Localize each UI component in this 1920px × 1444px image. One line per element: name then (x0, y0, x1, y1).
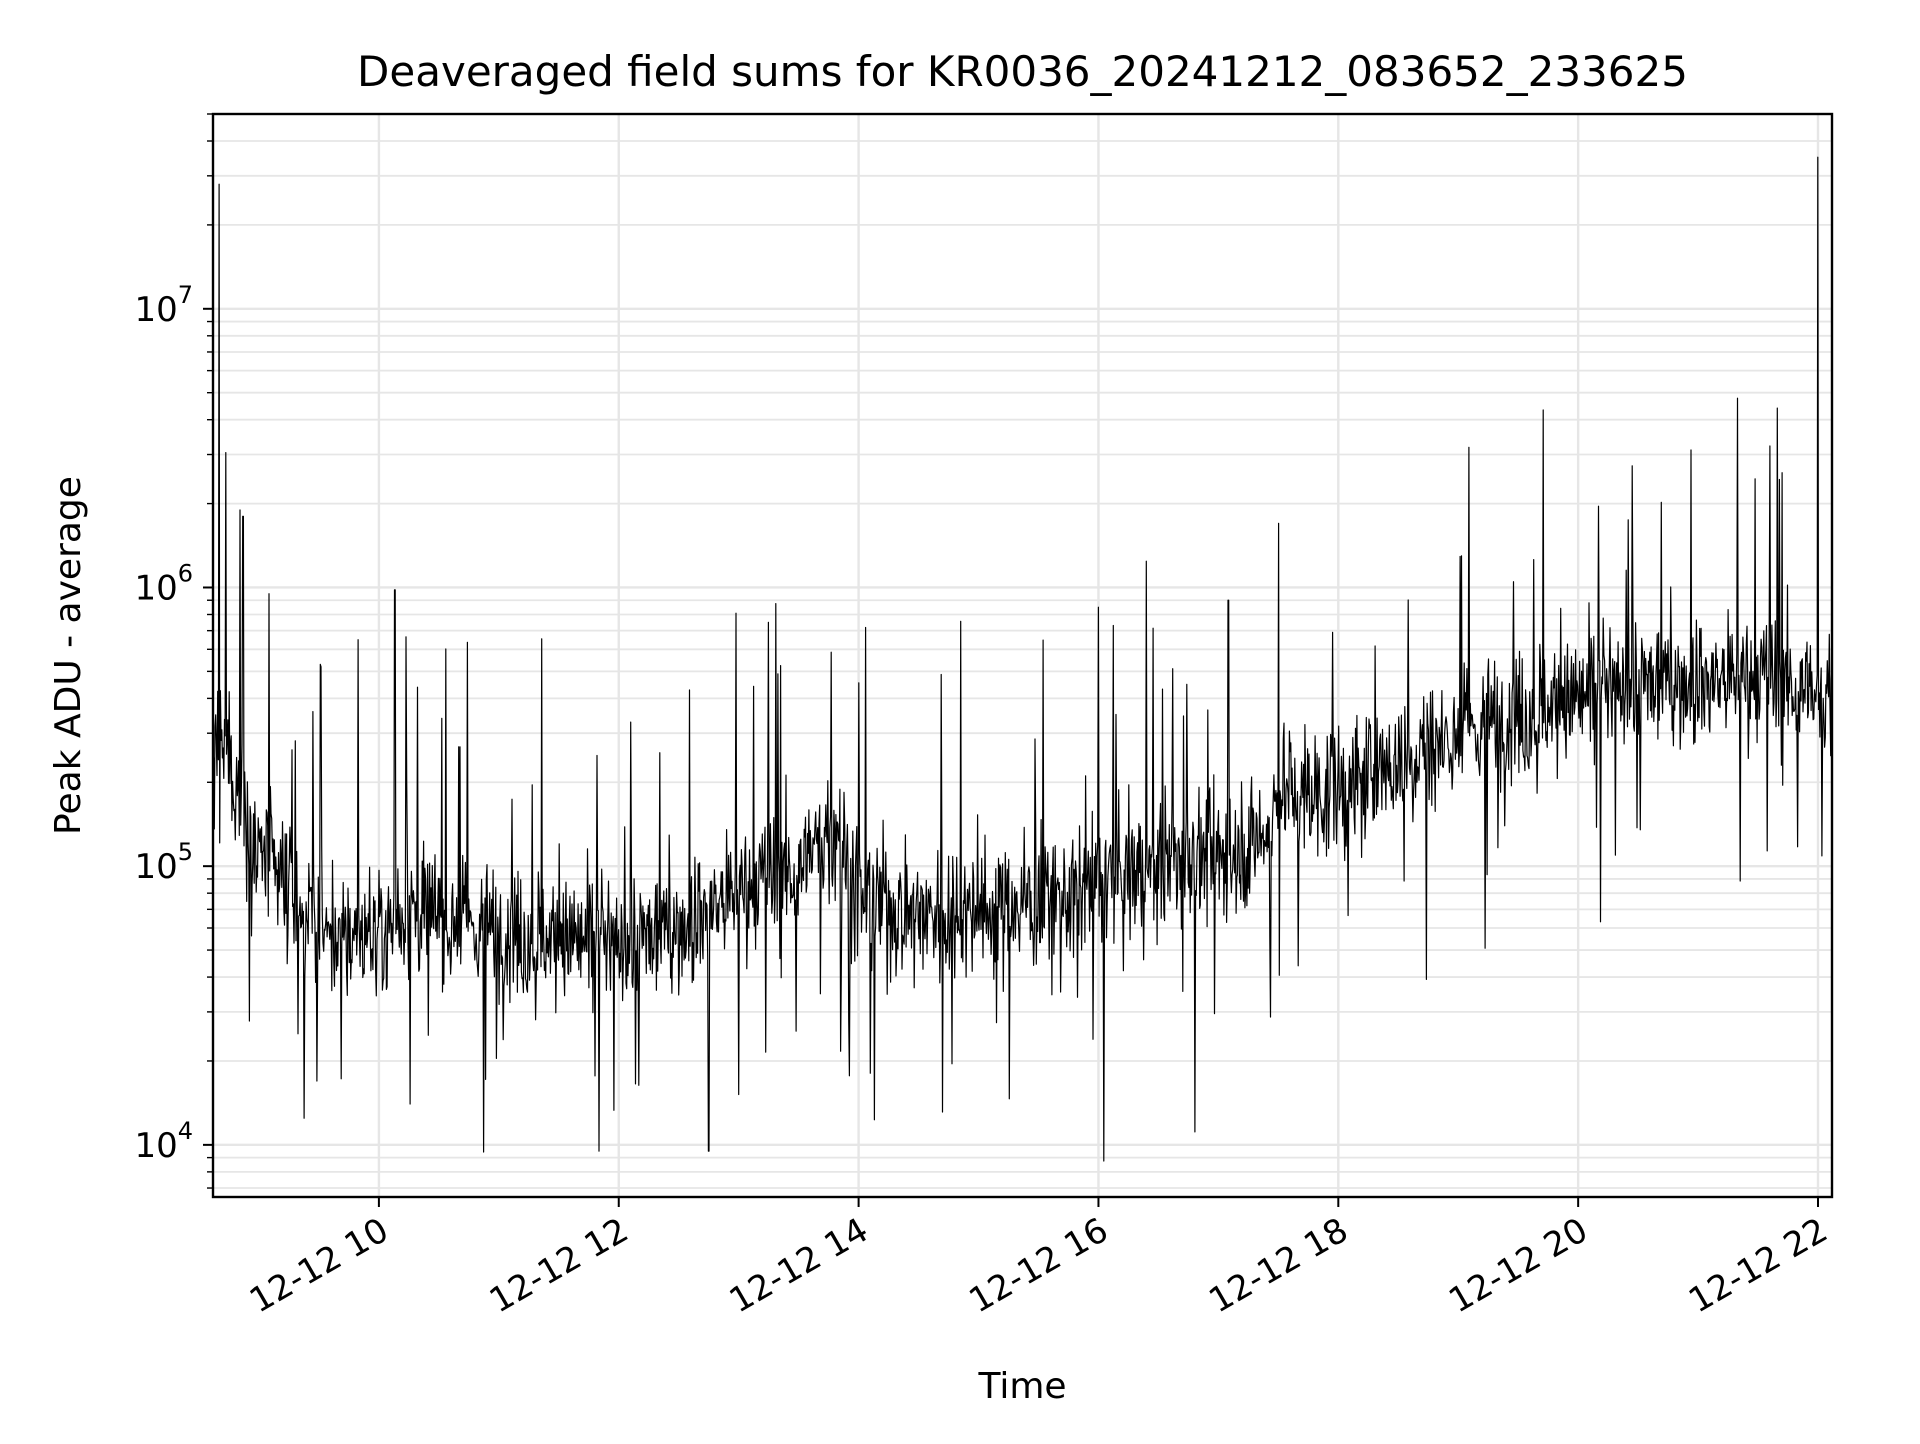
y-tick-label: 107 (134, 281, 193, 330)
y-tick-label: 106 (134, 559, 193, 608)
y-axis-label: Peak ADU - average (48, 476, 89, 835)
plot-frame (211, 112, 1834, 1199)
data-series (212, 156, 1833, 1162)
y-tick-label: 104 (134, 1117, 193, 1166)
series-line (212, 156, 1833, 1162)
chart-title: Deaveraged field sums for KR0036_2024121… (357, 47, 1688, 96)
x-axis-label: Time (977, 1366, 1066, 1407)
y-tick-label: 105 (134, 838, 193, 887)
